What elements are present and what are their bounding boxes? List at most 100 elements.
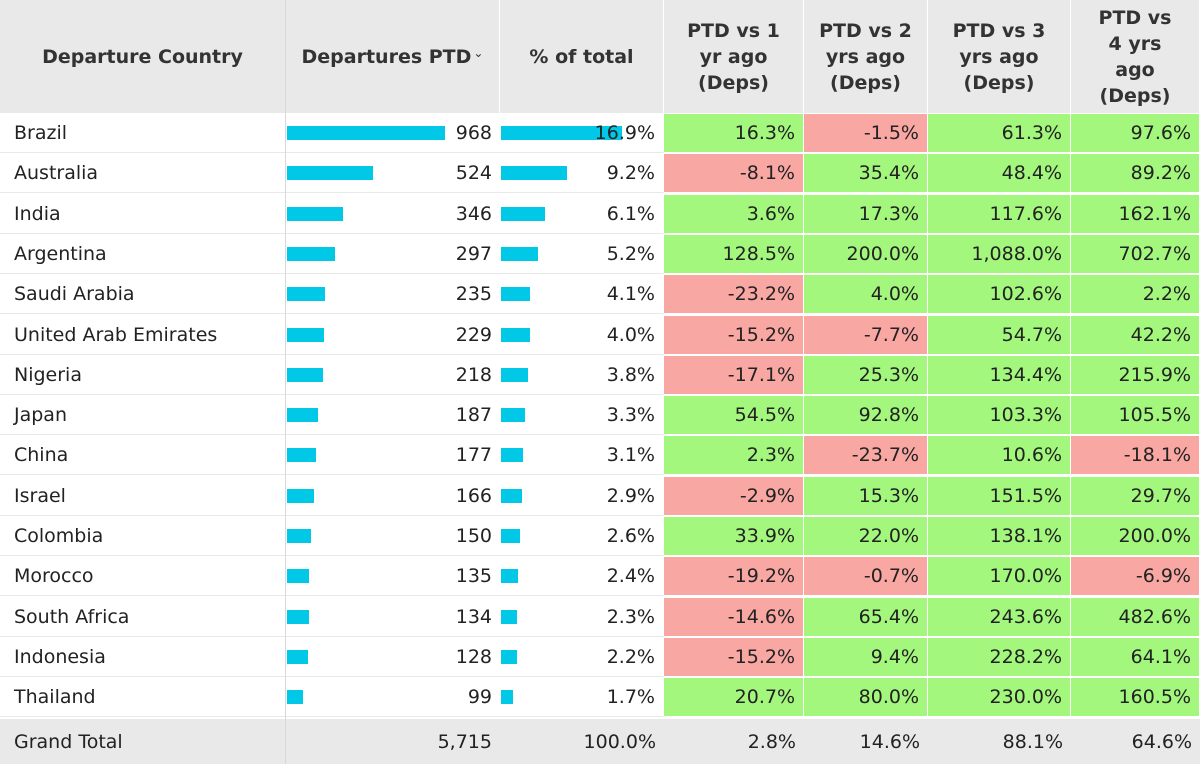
departures-value: 524 [455, 162, 492, 184]
table-row[interactable]: China 177 3.1% 2.3% -23.7% 10.6% -18.1% [0, 436, 1200, 476]
table-row[interactable]: Argentina 297 5.2% 128.5% 200.0% 1,088.0% 702.… [0, 235, 1200, 275]
vs1-change-cell: 20.7% [664, 678, 804, 717]
table-row[interactable]: Saudi Arabia 235 4.1% -23.2% 4.0% 102.6% 2.2% [0, 275, 1200, 315]
departures-bar [287, 368, 323, 382]
change-value: -7.7% [863, 324, 919, 346]
header-ptd-vs-4-yrs[interactable]: PTD vs 4 yrs ago (Deps) [1071, 0, 1200, 113]
departures-cell: 128 [286, 638, 500, 677]
departures-bar [287, 328, 324, 342]
vs4-change-cell: 105.5% [1071, 396, 1200, 435]
country-name: Japan [0, 396, 286, 435]
vs4-change-cell: -6.9% [1071, 557, 1200, 596]
vs1-change-cell: -2.9% [664, 477, 804, 516]
vs2-change-cell: 35.4% [804, 154, 928, 193]
vs2-change-cell: 92.8% [804, 396, 928, 435]
change-value: 4.0% [870, 283, 919, 305]
vs1-change-cell: 128.5% [664, 235, 804, 274]
change-value: 105.5% [1118, 404, 1191, 426]
table-row[interactable]: Australia 524 9.2% -8.1% 35.4% 48.4% 89.2% [0, 154, 1200, 194]
table-row[interactable]: Indonesia 128 2.2% -15.2% 9.4% 228.2% 64.1% [0, 638, 1200, 678]
share-value: 16.9% [594, 122, 655, 144]
change-value: -6.9% [1135, 565, 1191, 587]
vs2-change-cell: -1.5% [804, 114, 928, 153]
change-value: 3.6% [746, 203, 795, 225]
share-value: 4.1% [606, 283, 655, 305]
table-row[interactable]: India 346 6.1% 3.6% 17.3% 117.6% 162.1% [0, 195, 1200, 235]
table-row[interactable]: Japan 187 3.3% 54.5% 92.8% 103.3% 105.5% [0, 396, 1200, 436]
change-value: 65.4% [858, 606, 919, 628]
share-value: 9.2% [606, 162, 655, 184]
share-cell: 6.1% [500, 195, 664, 234]
vs4-change-cell: 29.7% [1071, 477, 1200, 516]
vs3-change-cell: 117.6% [928, 195, 1071, 234]
vs2-change-cell: 4.0% [804, 275, 928, 314]
share-value: 2.6% [606, 525, 655, 547]
departures-cell: 218 [286, 356, 500, 395]
vs3-change-cell: 228.2% [928, 638, 1071, 677]
grand-total-departures: 5,715 [286, 719, 500, 764]
vs4-change-cell: 160.5% [1071, 678, 1200, 717]
departures-value: 177 [455, 444, 492, 466]
vs1-change-cell: -19.2% [664, 557, 804, 596]
share-bar [501, 126, 622, 140]
change-value: -15.2% [727, 324, 795, 346]
vs4-change-cell: 97.6% [1071, 114, 1200, 153]
vs2-change-cell: 65.4% [804, 598, 928, 637]
departures-value: 235 [455, 283, 492, 305]
vs2-change-cell: 17.3% [804, 195, 928, 234]
share-cell: 1.7% [500, 678, 664, 717]
share-value: 6.1% [606, 203, 655, 225]
header-label: PTD vs 1 yr ago (Deps) [687, 19, 780, 94]
header-ptd-vs-2-yrs[interactable]: PTD vs 2 yrs ago (Deps) [804, 0, 928, 113]
vs2-change-cell: 15.3% [804, 477, 928, 516]
change-value: 16.3% [734, 122, 795, 144]
vs1-change-cell: -14.6% [664, 598, 804, 637]
header-departure-country[interactable]: Departure Country [0, 0, 286, 113]
change-value: 29.7% [1130, 485, 1191, 507]
table-row[interactable]: Israel 166 2.9% -2.9% 15.3% 151.5% 29.7% [0, 477, 1200, 517]
share-value: 2.3% [606, 606, 655, 628]
change-value: 54.7% [1001, 324, 1062, 346]
change-value: -8.1% [739, 162, 795, 184]
table-row[interactable]: Colombia 150 2.6% 33.9% 22.0% 138.1% 200.0% [0, 517, 1200, 557]
vs1-change-cell: -15.2% [664, 316, 804, 355]
vs3-change-cell: 102.6% [928, 275, 1071, 314]
change-value: -18.1% [1123, 444, 1191, 466]
country-name: Saudi Arabia [0, 275, 286, 314]
table-row[interactable]: Morocco 135 2.4% -19.2% -0.7% 170.0% -6.9% [0, 557, 1200, 597]
change-value: 170.0% [989, 565, 1062, 587]
table-row[interactable]: Brazil 968 16.9% 16.3% -1.5% 61.3% 97.6% [0, 114, 1200, 154]
vs1-change-cell: -8.1% [664, 154, 804, 193]
departures-cell: 150 [286, 517, 500, 556]
vs2-change-cell: 22.0% [804, 517, 928, 556]
departures-bar [287, 166, 373, 180]
table-row[interactable]: South Africa 134 2.3% -14.6% 65.4% 243.6% 482.… [0, 598, 1200, 638]
share-value: 4.0% [606, 324, 655, 346]
change-value: 243.6% [989, 606, 1062, 628]
header-departures-ptd[interactable]: Departures PTD ⌄ [286, 0, 500, 113]
sort-descending-icon[interactable]: ⌄ [473, 45, 484, 60]
table-row[interactable]: United Arab Emirates 229 4.0% -15.2% -7.7% 54… [0, 316, 1200, 356]
change-value: 138.1% [989, 525, 1062, 547]
grand-total-label: Grand Total [0, 719, 286, 764]
share-cell: 2.6% [500, 517, 664, 556]
vs3-change-cell: 138.1% [928, 517, 1071, 556]
table-row[interactable]: Thailand 99 1.7% 20.7% 80.0% 230.0% 160.5% [0, 678, 1200, 718]
vs3-change-cell: 10.6% [928, 436, 1071, 475]
header-label: PTD vs 3 yrs ago (Deps) [952, 19, 1046, 94]
header-percent-of-total[interactable]: % of total [500, 0, 664, 113]
table-row[interactable]: Nigeria 218 3.8% -17.1% 25.3% 134.4% 215.9% [0, 356, 1200, 396]
country-name: China [0, 436, 286, 475]
grand-total-share: 100.0% [500, 719, 664, 764]
departures-value: 346 [455, 203, 492, 225]
vs2-change-cell: -23.7% [804, 436, 928, 475]
share-bar [501, 448, 523, 462]
header-ptd-vs-1-yr[interactable]: PTD vs 1 yr ago (Deps) [664, 0, 804, 113]
country-name: Thailand [0, 678, 286, 717]
departures-bar [287, 207, 343, 221]
header-ptd-vs-3-yrs[interactable]: PTD vs 3 yrs ago (Deps) [928, 0, 1071, 113]
vs1-change-cell: -23.2% [664, 275, 804, 314]
share-value: 3.1% [606, 444, 655, 466]
change-value: 117.6% [989, 203, 1062, 225]
vs1-change-cell: 33.9% [664, 517, 804, 556]
